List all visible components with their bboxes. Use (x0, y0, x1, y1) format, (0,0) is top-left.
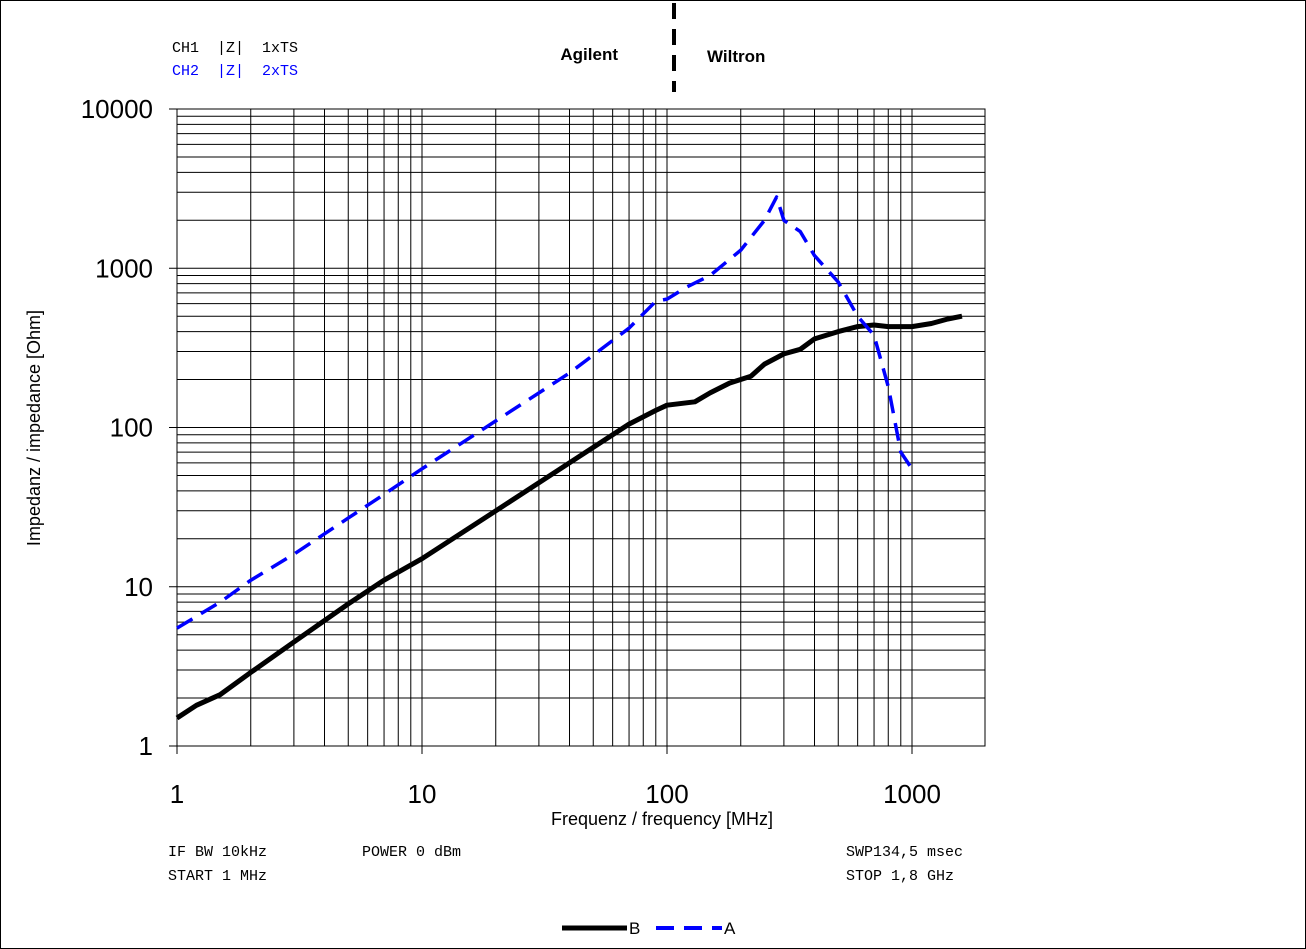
legend: B A (562, 919, 736, 938)
y-tick-label: 10000 (81, 94, 153, 124)
stop-text: STOP 1,8 GHz (846, 868, 954, 885)
y-axis-title: Impedanz / impedance [Ohm] (24, 310, 44, 546)
wiltron-label: Wiltron (707, 47, 765, 66)
series-layer (175, 195, 963, 721)
y-tick-label: 100 (110, 413, 153, 443)
x-tick-label: 1 (170, 779, 184, 809)
series-line-b (175, 313, 963, 721)
x-axis-title: Frequenz / frequency [MHz] (551, 809, 773, 829)
y-tick-label: 10 (124, 572, 153, 602)
axis-ticks: 1 10 100 1000 10000 1 10 100 1000 (81, 94, 941, 809)
y-tick-label: 1000 (95, 253, 153, 283)
ch1-label: CH1 |Z| 1xTS (172, 40, 298, 57)
x-tick-label: 10 (408, 779, 437, 809)
x-tick-label: 1000 (883, 779, 941, 809)
plot-grid (176, 108, 986, 747)
y-tick-label: 1 (139, 731, 153, 761)
legend-label-b: B (629, 919, 640, 938)
sweep-text: SWP134,5 msec (846, 844, 963, 861)
power-text: POWER 0 dBm (362, 844, 461, 861)
series-line-a (176, 195, 914, 630)
start-text: START 1 MHz (168, 868, 267, 885)
legend-label-a: A (724, 919, 736, 938)
agilent-label: Agilent (560, 45, 618, 64)
if-bw-text: IF BW 10kHz (168, 844, 267, 861)
x-tick-label: 100 (645, 779, 688, 809)
ch2-label: CH2 |Z| 2xTS (172, 63, 298, 80)
